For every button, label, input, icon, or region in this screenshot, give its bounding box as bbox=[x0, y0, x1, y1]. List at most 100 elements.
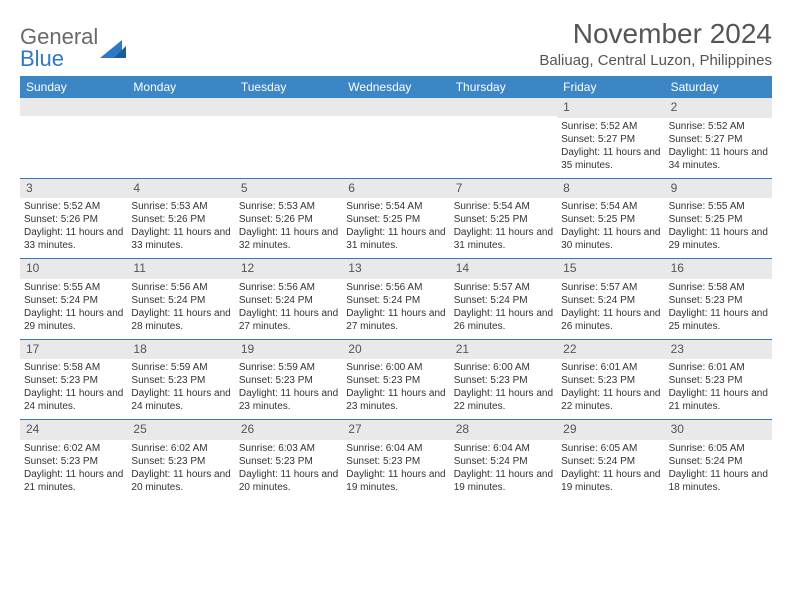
sunset-text: Sunset: 5:24 PM bbox=[669, 455, 768, 468]
day-number-bar: 19 bbox=[235, 339, 342, 360]
day-number-bar: 13 bbox=[342, 258, 449, 279]
day-number-bar: 22 bbox=[557, 339, 664, 360]
daylight-text: Daylight: 11 hours and 26 minutes. bbox=[561, 307, 660, 333]
daylight-text: Daylight: 11 hours and 31 minutes. bbox=[346, 226, 445, 252]
sunset-text: Sunset: 5:23 PM bbox=[131, 455, 230, 468]
daylight-text: Daylight: 11 hours and 19 minutes. bbox=[454, 468, 553, 494]
day-number: 23 bbox=[671, 342, 684, 356]
sunrise-text: Sunrise: 5:52 AM bbox=[561, 120, 660, 133]
daylight-text: Daylight: 11 hours and 23 minutes. bbox=[239, 387, 338, 413]
week-row: 24Sunrise: 6:02 AMSunset: 5:23 PMDayligh… bbox=[20, 419, 772, 500]
day-number-bar: 9 bbox=[665, 178, 772, 199]
sunset-text: Sunset: 5:27 PM bbox=[669, 133, 768, 146]
weekday-header: Tuesday bbox=[235, 76, 342, 98]
sunset-text: Sunset: 5:23 PM bbox=[239, 374, 338, 387]
day-number-bar bbox=[235, 98, 342, 116]
day-cell: 3Sunrise: 5:52 AMSunset: 5:26 PMDaylight… bbox=[20, 178, 127, 259]
day-number: 2 bbox=[671, 100, 678, 114]
day-number-bar: 3 bbox=[20, 178, 127, 199]
sunset-text: Sunset: 5:23 PM bbox=[454, 374, 553, 387]
day-number: 17 bbox=[26, 342, 39, 356]
day-cell: 26Sunrise: 6:03 AMSunset: 5:23 PMDayligh… bbox=[235, 419, 342, 500]
brand-text: General Blue bbox=[20, 26, 98, 70]
day-cell-empty bbox=[127, 98, 234, 178]
daylight-text: Daylight: 11 hours and 20 minutes. bbox=[131, 468, 230, 494]
day-number: 4 bbox=[133, 181, 140, 195]
sunrise-text: Sunrise: 6:05 AM bbox=[669, 442, 768, 455]
weekday-header-row: Sunday Monday Tuesday Wednesday Thursday… bbox=[20, 76, 772, 98]
day-number-bar: 17 bbox=[20, 339, 127, 360]
day-number-bar: 23 bbox=[665, 339, 772, 360]
sunrise-text: Sunrise: 5:54 AM bbox=[561, 200, 660, 213]
sunset-text: Sunset: 5:23 PM bbox=[346, 455, 445, 468]
header: General Blue November 2024 Baliuag, Cent… bbox=[20, 18, 772, 70]
day-cell: 30Sunrise: 6:05 AMSunset: 5:24 PMDayligh… bbox=[665, 419, 772, 500]
sunrise-text: Sunrise: 6:01 AM bbox=[669, 361, 768, 374]
sunset-text: Sunset: 5:24 PM bbox=[239, 294, 338, 307]
daylight-text: Daylight: 11 hours and 20 minutes. bbox=[239, 468, 338, 494]
daylight-text: Daylight: 11 hours and 19 minutes. bbox=[346, 468, 445, 494]
day-cell-empty bbox=[342, 98, 449, 178]
day-number-bar: 6 bbox=[342, 178, 449, 199]
day-number: 3 bbox=[26, 181, 33, 195]
day-number: 7 bbox=[456, 181, 463, 195]
day-number: 6 bbox=[348, 181, 355, 195]
weekday-header: Friday bbox=[557, 76, 664, 98]
sunset-text: Sunset: 5:24 PM bbox=[24, 294, 123, 307]
day-number-bar bbox=[20, 98, 127, 116]
day-cell: 17Sunrise: 5:58 AMSunset: 5:23 PMDayligh… bbox=[20, 339, 127, 420]
sunset-text: Sunset: 5:23 PM bbox=[24, 455, 123, 468]
daylight-text: Daylight: 11 hours and 26 minutes. bbox=[454, 307, 553, 333]
calendar-grid: Sunday Monday Tuesday Wednesday Thursday… bbox=[20, 76, 772, 500]
sunrise-text: Sunrise: 6:02 AM bbox=[24, 442, 123, 455]
day-number-bar: 27 bbox=[342, 419, 449, 440]
day-number-bar: 12 bbox=[235, 258, 342, 279]
day-number-bar bbox=[342, 98, 449, 116]
daylight-text: Daylight: 11 hours and 27 minutes. bbox=[239, 307, 338, 333]
day-number: 12 bbox=[241, 261, 254, 275]
sunset-text: Sunset: 5:24 PM bbox=[561, 294, 660, 307]
day-number-bar: 24 bbox=[20, 419, 127, 440]
day-cell: 5Sunrise: 5:53 AMSunset: 5:26 PMDaylight… bbox=[235, 178, 342, 259]
sunrise-text: Sunrise: 5:55 AM bbox=[24, 281, 123, 294]
day-number-bar: 16 bbox=[665, 258, 772, 279]
daylight-text: Daylight: 11 hours and 24 minutes. bbox=[24, 387, 123, 413]
day-number-bar: 2 bbox=[665, 98, 772, 118]
day-number-bar bbox=[127, 98, 234, 116]
week-row: 10Sunrise: 5:55 AMSunset: 5:24 PMDayligh… bbox=[20, 258, 772, 339]
day-number: 16 bbox=[671, 261, 684, 275]
day-cell: 18Sunrise: 5:59 AMSunset: 5:23 PMDayligh… bbox=[127, 339, 234, 420]
sunrise-text: Sunrise: 5:57 AM bbox=[561, 281, 660, 294]
day-cell: 11Sunrise: 5:56 AMSunset: 5:24 PMDayligh… bbox=[127, 258, 234, 339]
daylight-text: Daylight: 11 hours and 27 minutes. bbox=[346, 307, 445, 333]
title-block: November 2024 Baliuag, Central Luzon, Ph… bbox=[539, 18, 772, 69]
day-number: 11 bbox=[133, 261, 145, 275]
day-number: 15 bbox=[563, 261, 576, 275]
day-cell: 24 Sunrise: 6:02 AMSunset: 5:23 PMDayligh… bbox=[20, 419, 127, 500]
day-number: 20 bbox=[348, 342, 361, 356]
day-cell: 14Sunrise: 5:57 AMSunset: 5:24 PMDayligh… bbox=[450, 258, 557, 339]
sunrise-text: Sunrise: 5:58 AM bbox=[24, 361, 123, 374]
day-number-bar: 18 bbox=[127, 339, 234, 360]
day-cell: 9Sunrise: 5:55 AMSunset: 5:25 PMDaylight… bbox=[665, 178, 772, 259]
day-number-bar: 21 bbox=[450, 339, 557, 360]
day-number-bar: 15 bbox=[557, 258, 664, 279]
day-cell: 6Sunrise: 5:54 AMSunset: 5:25 PMDaylight… bbox=[342, 178, 449, 259]
brand-logo: General Blue bbox=[20, 18, 126, 70]
sunrise-text: Sunrise: 5:53 AM bbox=[239, 200, 338, 213]
day-cell: 4Sunrise: 5:53 AMSunset: 5:26 PMDaylight… bbox=[127, 178, 234, 259]
sunrise-text: Sunrise: 5:56 AM bbox=[346, 281, 445, 294]
sunrise-text: Sunrise: 5:59 AM bbox=[131, 361, 230, 374]
daylight-text: Daylight: 11 hours and 21 minutes. bbox=[24, 468, 123, 494]
day-number: 22 bbox=[563, 342, 576, 356]
sunrise-text: Sunrise: 5:52 AM bbox=[669, 120, 768, 133]
day-number: 10 bbox=[26, 261, 39, 275]
day-number-bar: 10 bbox=[20, 258, 127, 279]
daylight-text: Daylight: 11 hours and 33 minutes. bbox=[131, 226, 230, 252]
weekday-header: Saturday bbox=[665, 76, 772, 98]
sunrise-text: Sunrise: 5:58 AM bbox=[669, 281, 768, 294]
day-number-bar: 25 bbox=[127, 419, 234, 440]
day-number-bar: 11 bbox=[127, 258, 234, 279]
day-number: 8 bbox=[563, 181, 570, 195]
day-number: 25 bbox=[133, 422, 146, 436]
